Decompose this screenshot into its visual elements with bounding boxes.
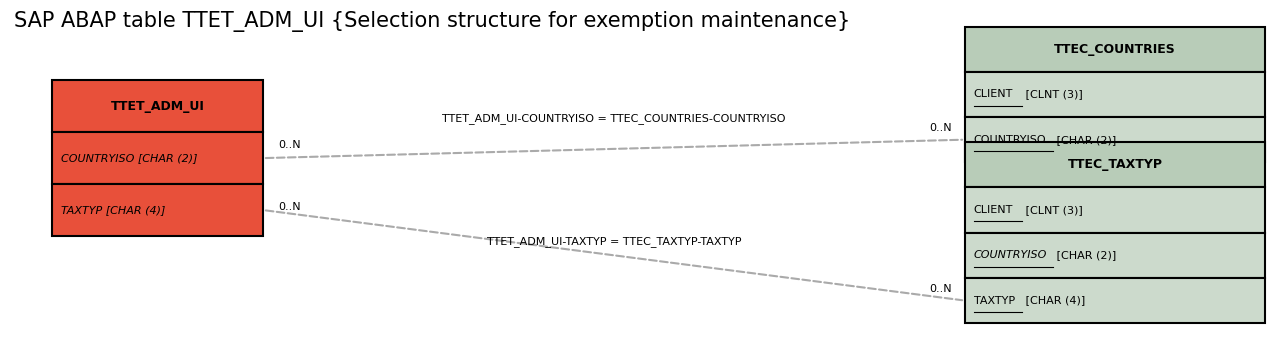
Text: TAXTYP [CHAR (4)]: TAXTYP [CHAR (4)] <box>61 205 166 215</box>
Text: 0..N: 0..N <box>279 140 301 150</box>
Text: CLIENT: CLIENT <box>973 90 1013 99</box>
Text: TTET_ADM_UI-TAXTYP = TTEC_TAXTYP-TAXTYP: TTET_ADM_UI-TAXTYP = TTEC_TAXTYP-TAXTYP <box>487 237 742 247</box>
Text: TTEC_TAXTYP: TTEC_TAXTYP <box>1068 158 1163 171</box>
FancyBboxPatch shape <box>964 142 1265 188</box>
Text: CLIENT: CLIENT <box>973 205 1013 215</box>
Text: [CHAR (2)]: [CHAR (2)] <box>1054 250 1117 260</box>
Text: COUNTRYISO [CHAR (2)]: COUNTRYISO [CHAR (2)] <box>61 153 198 163</box>
Text: COUNTRYISO: COUNTRYISO <box>973 135 1046 145</box>
Text: TTET_ADM_UI: TTET_ADM_UI <box>111 100 205 113</box>
FancyBboxPatch shape <box>964 26 1265 72</box>
Text: [CHAR (4)]: [CHAR (4)] <box>1022 295 1085 306</box>
FancyBboxPatch shape <box>52 80 263 132</box>
FancyBboxPatch shape <box>964 188 1265 233</box>
Text: 0..N: 0..N <box>279 202 301 212</box>
FancyBboxPatch shape <box>52 132 263 184</box>
Text: 0..N: 0..N <box>930 123 952 133</box>
Text: TAXTYP: TAXTYP <box>973 295 1016 306</box>
Text: [CLNT (3)]: [CLNT (3)] <box>1022 90 1082 99</box>
FancyBboxPatch shape <box>52 184 263 236</box>
Text: COUNTRYISO: COUNTRYISO <box>973 250 1048 260</box>
FancyBboxPatch shape <box>964 233 1265 278</box>
Text: TTEC_COUNTRIES: TTEC_COUNTRIES <box>1054 43 1175 56</box>
FancyBboxPatch shape <box>964 278 1265 323</box>
Text: [CHAR (2)]: [CHAR (2)] <box>1054 135 1117 145</box>
FancyBboxPatch shape <box>964 72 1265 117</box>
Text: 0..N: 0..N <box>930 284 952 294</box>
Text: [CLNT (3)]: [CLNT (3)] <box>1022 205 1082 215</box>
FancyBboxPatch shape <box>964 117 1265 162</box>
Text: TTET_ADM_UI-COUNTRYISO = TTEC_COUNTRIES-COUNTRYISO: TTET_ADM_UI-COUNTRYISO = TTEC_COUNTRIES-… <box>443 113 785 124</box>
Text: SAP ABAP table TTET_ADM_UI {Selection structure for exemption maintenance}: SAP ABAP table TTET_ADM_UI {Selection st… <box>14 11 851 32</box>
